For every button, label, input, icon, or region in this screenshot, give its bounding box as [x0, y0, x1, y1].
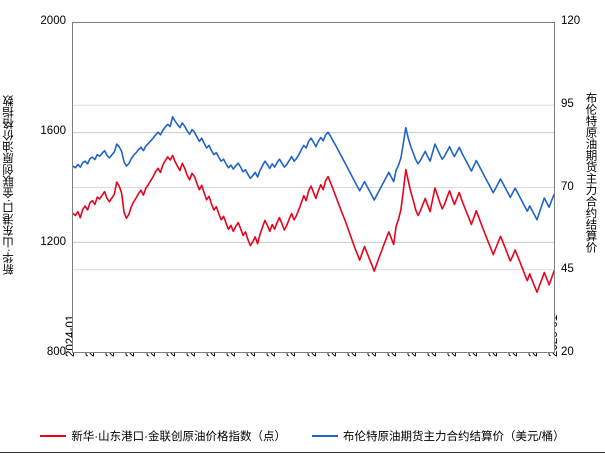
- left-tick-label: 800: [46, 346, 66, 358]
- left-axis-title: 新华·山东港口·金联创原油价格指数: [3, 95, 15, 276]
- series-line: [73, 154, 554, 294]
- legend-item[interactable]: 新华·山东港口·金联创原油价格指数（点）: [40, 428, 286, 444]
- right-tick-label: 20: [561, 346, 574, 358]
- legend-color-swatch: [311, 435, 338, 437]
- legend: 新华·山东港口·金联创原油价格指数（点） 布伦特原油期货主力合约结算价（美元/桶）: [0, 424, 605, 448]
- right-tick-label: 120: [561, 15, 581, 27]
- right-tick-label: 45: [561, 263, 574, 276]
- legend-item[interactable]: 布伦特原油期货主力合约结算价（美元/桶）: [311, 428, 565, 444]
- right-tick-label: 95: [561, 97, 574, 110]
- right-axis-title: 布伦特原油期货主力合约结算价: [584, 92, 597, 253]
- series-lines: [73, 115, 554, 294]
- plot-svg: [73, 104, 554, 294]
- gridlines: [73, 104, 554, 271]
- series-line: [73, 115, 554, 221]
- legend-label: 新华·山东港口·金联创原油价格指数（点）: [71, 431, 286, 443]
- left-tick-label: 1600: [40, 125, 66, 138]
- legend-label: 布伦特原油期货主力合约结算价（美元/桶）: [342, 431, 565, 443]
- left-tick-label: 2000: [40, 15, 66, 27]
- plot-area: [72, 22, 555, 353]
- left-tick-label: 1200: [40, 235, 66, 248]
- right-tick-label: 70: [561, 180, 574, 193]
- bottom-rule: [0, 452, 605, 453]
- legend-color-swatch: [40, 435, 67, 437]
